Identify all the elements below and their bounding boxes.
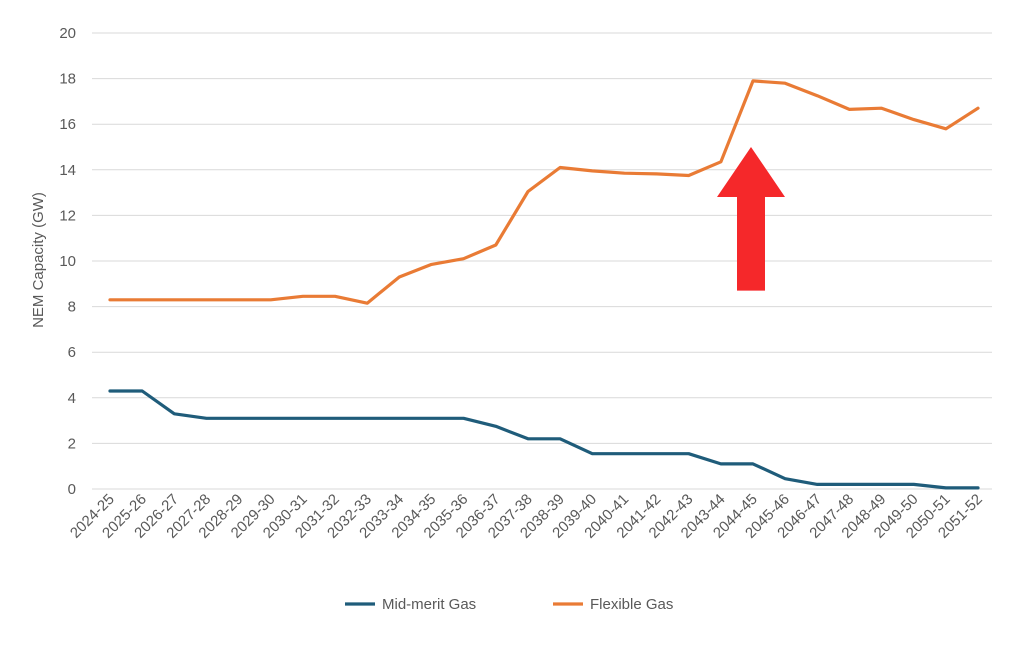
y-axis-ticks: 0 2 4 6 8 10 12 14 16 18 20	[59, 25, 76, 498]
y-tick-label: 0	[68, 481, 76, 498]
x-axis-ticks: 2024-252025-262026-272027-282028-292029-…	[67, 491, 986, 542]
y-tick-label: 4	[68, 390, 76, 407]
y-tick-label: 10	[59, 253, 76, 270]
legend: Mid-merit Gas Flexible Gas	[345, 596, 673, 613]
legend-label: Mid-merit Gas	[382, 596, 476, 613]
y-tick-label: 20	[59, 25, 76, 42]
annotation-up-arrow	[717, 147, 785, 291]
y-tick-label: 6	[68, 344, 76, 361]
y-tick-label: 14	[59, 162, 76, 179]
series-line-0	[108, 389, 980, 490]
y-tick-label: 8	[68, 299, 76, 316]
y-tick-label: 16	[59, 116, 76, 133]
y-tick-label: 2	[68, 435, 76, 452]
legend-label: Flexible Gas	[590, 596, 673, 613]
gridlines	[92, 32, 992, 490]
annotations	[717, 147, 785, 291]
y-tick-label: 12	[59, 207, 76, 224]
series-line-1	[108, 79, 980, 305]
y-axis-title: NEM Capacity (GW)	[30, 192, 47, 328]
series-lines	[108, 79, 980, 490]
y-tick-label: 18	[59, 71, 76, 88]
